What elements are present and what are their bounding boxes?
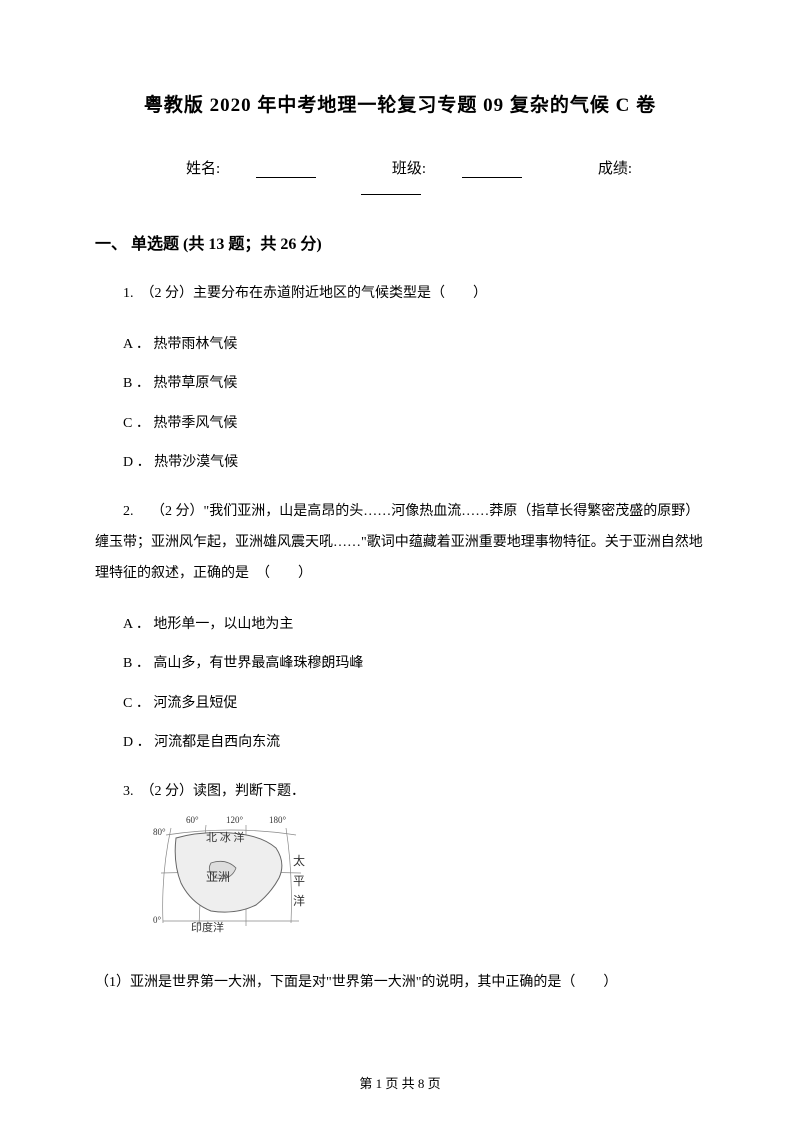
indian-label: 印度洋	[191, 920, 224, 934]
lon-120-label: 120°	[226, 815, 244, 825]
class-blank[interactable]	[462, 162, 522, 178]
student-info-row: 姓名: 班级: 成绩:	[95, 157, 705, 195]
lon-180-label: 180°	[269, 815, 287, 825]
q1-option-b: B ． 热带草原气候	[95, 369, 705, 398]
class-field: 班级:	[374, 161, 540, 177]
pacific-label-3: 洋	[293, 893, 305, 908]
name-blank[interactable]	[256, 162, 316, 178]
section-header: 一、 单选题 (共 13 题；共 26 分)	[95, 230, 705, 254]
name-field: 姓名:	[168, 161, 334, 177]
asia-label: 亚洲	[206, 870, 230, 884]
q2-option-d: D ． 河流都是自西向东流	[95, 728, 705, 757]
map-svg: 60° 120° 180° 80° 0° 北 冰 洋 亚洲 太 平 洋 印度洋	[151, 813, 316, 938]
question-3-sub1: （1）亚洲是世界第一大洲，下面是对"世界第一大洲"的说明，其中正确的是（ ）	[95, 968, 705, 999]
q2-option-c: C ． 河流多且短促	[95, 689, 705, 718]
lat-0-label: 0°	[153, 915, 162, 925]
lat-80-label: 80°	[153, 827, 166, 837]
question-3-stem: 3. （2 分）读图，判断下题．	[95, 777, 705, 808]
question-1-stem: 1. （2 分）主要分布在赤道附近地区的气候类型是（ ）	[95, 279, 705, 310]
q1-option-c: C ． 热带季风气候	[95, 409, 705, 438]
page-footer: 第 1 页 共 8 页	[0, 1073, 800, 1092]
arctic-label: 北 冰 洋	[206, 830, 245, 844]
q1-option-d: D ． 热带沙漠气候	[95, 448, 705, 477]
pacific-label-2: 平	[293, 874, 305, 888]
lon-60-label: 60°	[186, 815, 199, 825]
q1-option-a: A ． 热带雨林气候	[95, 330, 705, 359]
question-2-stem: 2. （2 分）"我们亚洲，山是高昂的头……河像热血流……莽原（指草长得繁密茂盛…	[95, 497, 705, 589]
pacific-label-1: 太	[293, 853, 305, 868]
asia-map: 60° 120° 180° 80° 0° 北 冰 洋 亚洲 太 平 洋 印度洋	[151, 813, 705, 943]
q2-option-b: B ． 高山多，有世界最高峰珠穆朗玛峰	[95, 649, 705, 678]
score-blank[interactable]	[361, 179, 421, 195]
q2-option-a: A ． 地形单一，以山地为主	[95, 610, 705, 639]
exam-title: 粤教版 2020 年中考地理一轮复习专题 09 复杂的气候 C 卷	[95, 90, 705, 117]
